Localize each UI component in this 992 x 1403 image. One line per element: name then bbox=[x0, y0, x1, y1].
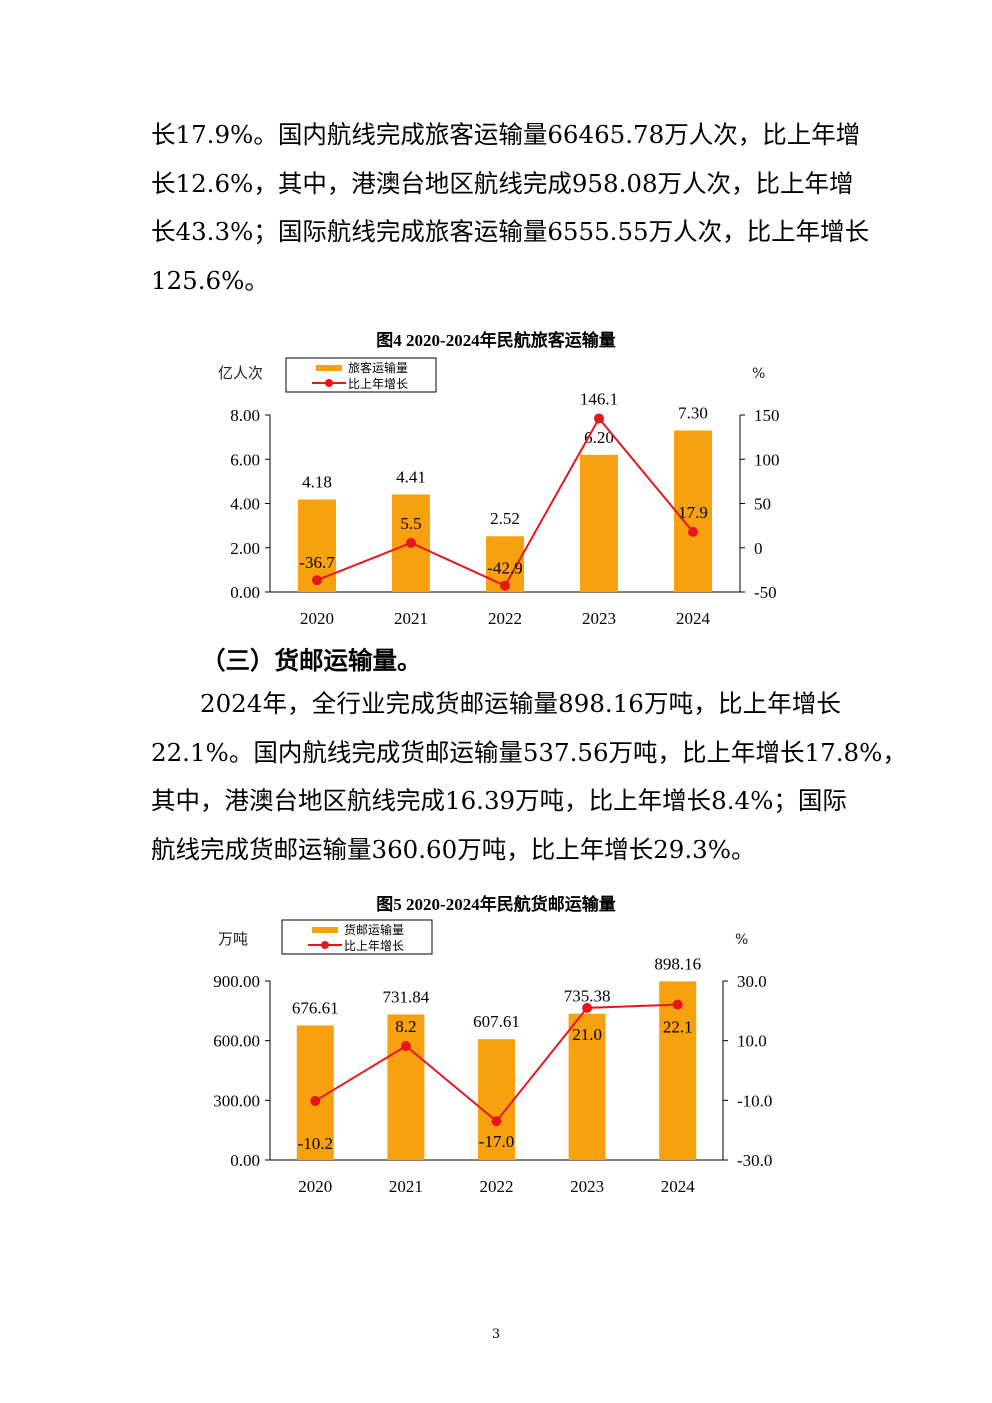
right-tick-label: 0 bbox=[754, 539, 763, 558]
growth-point-2021 bbox=[406, 537, 416, 548]
legend-label: 货邮运输量 bbox=[344, 922, 404, 937]
paragraph-line: 航线完成货邮运输量360.60万吨，比上年增长29.3%。 bbox=[151, 834, 756, 864]
bar-value-label: 2.52 bbox=[490, 509, 520, 528]
growth-value-label: -17.0 bbox=[479, 1132, 514, 1151]
left-tick-label: 4.00 bbox=[230, 495, 260, 514]
legend-bar-swatch bbox=[312, 927, 338, 933]
x-tick-label: 2022 bbox=[480, 1177, 514, 1196]
right-axis-unit: % bbox=[735, 932, 748, 948]
left-tick-label: 2.00 bbox=[230, 539, 260, 558]
bar-value-label: 7.30 bbox=[678, 403, 708, 422]
legend-box bbox=[281, 919, 433, 955]
growth-point-2022 bbox=[491, 1116, 502, 1127]
bar-2022 bbox=[478, 1039, 515, 1160]
left-tick-label: 0.00 bbox=[230, 583, 260, 602]
x-tick-label: 2021 bbox=[394, 609, 428, 628]
growth-value-label: 5.5 bbox=[400, 514, 421, 533]
x-tick-label: 2021 bbox=[389, 1177, 423, 1196]
right-tick-label: -50 bbox=[754, 583, 777, 602]
left-tick-label: 600.00 bbox=[213, 1032, 260, 1051]
growth-value-label: 8.2 bbox=[395, 1017, 416, 1036]
chart-title: 图4 2020-2024年民航旅客运输量 bbox=[376, 330, 615, 350]
growth-value-label: 21.0 bbox=[572, 1025, 602, 1044]
left-tick-label: 900.00 bbox=[213, 972, 260, 991]
legend-marker bbox=[321, 941, 329, 949]
paragraph-line: 125.6%。 bbox=[151, 265, 269, 295]
x-tick-label: 2020 bbox=[300, 609, 334, 628]
bar-value-label: 607.61 bbox=[473, 1012, 520, 1031]
left-axis-unit: 万吨 bbox=[218, 930, 248, 948]
x-tick-label: 2023 bbox=[570, 1177, 604, 1196]
growth-point-2020 bbox=[312, 575, 322, 586]
right-tick-label: 50 bbox=[754, 495, 771, 514]
paragraph-line: 2024年，全行业完成货邮运输量898.16万吨，比上年增长 bbox=[200, 689, 841, 718]
growth-point-2020 bbox=[310, 1095, 321, 1106]
growth-value-label: 22.1 bbox=[663, 1018, 693, 1037]
x-tick-label: 2024 bbox=[661, 1177, 696, 1196]
bar-value-label: 676.61 bbox=[292, 998, 339, 1017]
growth-point-2024 bbox=[672, 999, 683, 1010]
left-tick-label: 0.00 bbox=[230, 1151, 260, 1170]
x-tick-label: 2023 bbox=[582, 609, 616, 628]
cargo-paragraph: 2024年，全行业完成货邮运输量898.16万吨，比上年增长 22.1%。国内航… bbox=[151, 680, 907, 874]
bar-value-label: 898.16 bbox=[654, 954, 701, 973]
left-tick-label: 6.00 bbox=[230, 450, 260, 469]
left-tick-label: 300.00 bbox=[213, 1091, 260, 1110]
passenger-volume-chart: 图4 2020-2024年民航旅客运输量亿人次% 旅客运输量比上年增长 8.00 6.… bbox=[190, 318, 802, 640]
legend-label: 比上年增长 bbox=[344, 939, 404, 953]
x-tick-label: 2022 bbox=[488, 609, 522, 628]
paragraph-line: 长12.6%，其中，港澳台地区航线完成958.08万人次，比上年增 bbox=[151, 168, 854, 198]
bar-value-label: 731.84 bbox=[383, 987, 430, 1006]
bar-value-label: 4.41 bbox=[396, 467, 426, 486]
legend-bar-swatch bbox=[316, 365, 342, 371]
paragraph-line: 长43.3%；国际航线完成旅客运输量6555.55万人次，比上年增长 bbox=[151, 217, 870, 246]
right-tick-label: -30.0 bbox=[737, 1151, 772, 1170]
right-tick-label: 150 bbox=[754, 406, 780, 425]
growth-point-2021 bbox=[400, 1041, 411, 1052]
bar-2023 bbox=[580, 454, 618, 592]
growth-value-label: -36.7 bbox=[299, 553, 335, 572]
growth-value-label: -42.9 bbox=[487, 559, 522, 578]
paragraph-line: 长17.9%。国内航线完成旅客运输量66465.78万人次，比上年增 bbox=[151, 120, 861, 149]
bar-value-label: 735.38 bbox=[564, 987, 611, 1006]
legend-label: 旅客运输量 bbox=[348, 360, 408, 375]
right-axis-unit: % bbox=[752, 366, 765, 382]
legend-box bbox=[285, 357, 437, 393]
growth-value-label: -10.2 bbox=[298, 1134, 333, 1153]
cargo-volume-chart: 图5 2020-2024年民航货邮运输量万吨% 货邮运输量比上年增长 900.00 6… bbox=[190, 884, 802, 1204]
left-axis-unit: 亿人次 bbox=[218, 364, 263, 382]
growth-value-label: 17.9 bbox=[678, 503, 708, 522]
bar-2024 bbox=[674, 430, 712, 592]
right-tick-label: 10.0 bbox=[737, 1032, 767, 1051]
chart-title: 图5 2020-2024年民航货邮运输量 bbox=[376, 894, 615, 914]
growth-point-2023 bbox=[594, 413, 604, 424]
legend-label: 比上年增长 bbox=[348, 377, 408, 391]
growth-point-2022 bbox=[500, 580, 510, 591]
paragraph-line: 其中，港澳台地区航线完成16.39万吨，比上年增长8.4%；国际 bbox=[151, 786, 847, 815]
growth-value-label: 146.1 bbox=[580, 389, 618, 408]
growth-point-2023 bbox=[582, 1002, 593, 1013]
section-heading: （三）货邮运输量。 bbox=[201, 646, 422, 675]
bar-2021 bbox=[387, 1014, 425, 1160]
right-tick-label: -10.0 bbox=[737, 1091, 772, 1110]
growth-point-2024 bbox=[688, 526, 698, 537]
left-tick-label: 8.00 bbox=[230, 406, 260, 425]
right-tick-label: 30.0 bbox=[737, 972, 767, 991]
passenger-paragraph: 长17.9%。国内航线完成旅客运输量66465.78万人次，比上年增 长12.6… bbox=[151, 111, 870, 305]
x-tick-label: 2024 bbox=[676, 609, 711, 628]
legend-marker bbox=[325, 379, 333, 387]
paragraph-line: 22.1%。国内航线完成货邮运输量537.56万吨，比上年增长17.8%， bbox=[151, 737, 907, 767]
x-tick-label: 2020 bbox=[298, 1177, 332, 1196]
bar-2023 bbox=[568, 1013, 606, 1160]
right-tick-label: 100 bbox=[754, 450, 780, 469]
bar-2024 bbox=[659, 981, 697, 1160]
bar-value-label: 4.18 bbox=[302, 473, 332, 492]
page-number: 3 bbox=[491, 1327, 501, 1342]
